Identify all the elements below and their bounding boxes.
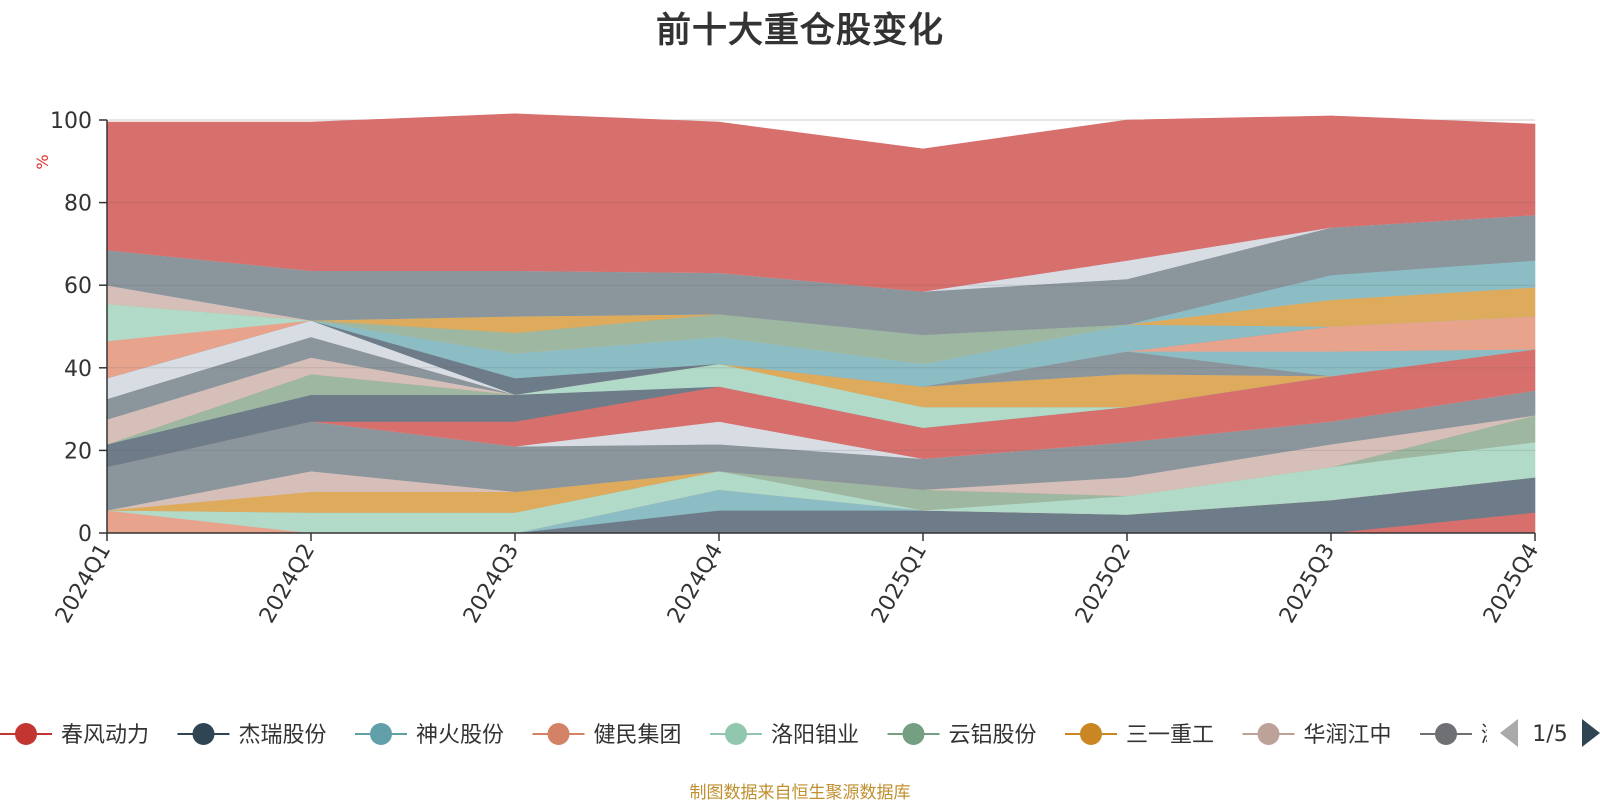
legend-marker-icon bbox=[1257, 723, 1280, 745]
legend-item[interactable]: 三一重工 bbox=[1065, 723, 1214, 748]
legend-label: 三一重工 bbox=[1126, 723, 1214, 748]
legend-marker-icon bbox=[1435, 723, 1457, 745]
legend-marker-icon bbox=[15, 723, 37, 745]
y-tick-label: 0 bbox=[78, 522, 92, 547]
legend-item[interactable]: 洛阳钼业 bbox=[710, 723, 859, 748]
legend-item[interactable]: 健民集团 bbox=[532, 723, 682, 748]
x-tick-label: 2025Q1 bbox=[867, 540, 932, 628]
legend-pager: 1/5 bbox=[1500, 719, 1600, 747]
y-tick-label: 80 bbox=[64, 192, 92, 217]
x-tick-label: 2024Q2 bbox=[255, 540, 320, 628]
y-tick-label: 40 bbox=[64, 357, 92, 382]
legend-marker-icon bbox=[902, 723, 925, 745]
legend-item[interactable]: 神火股份 bbox=[355, 723, 504, 748]
y-tick-label: 100 bbox=[50, 109, 92, 134]
x-tick-label: 2024Q1 bbox=[51, 540, 116, 628]
y-axis-label: % bbox=[33, 154, 52, 169]
legend-label: 杰瑞股份 bbox=[239, 723, 327, 748]
legend-marker-icon bbox=[547, 723, 570, 745]
x-tick-label: 2024Q4 bbox=[663, 540, 728, 628]
legend-marker-icon bbox=[370, 723, 392, 745]
legend-item[interactable]: 杰瑞股份 bbox=[177, 723, 327, 748]
legend-item[interactable]: 云铝股份 bbox=[887, 723, 1037, 748]
legend-page-indicator: 1/5 bbox=[1532, 722, 1567, 747]
legend-marker-icon bbox=[1080, 723, 1102, 745]
legend-marker-icon bbox=[192, 723, 215, 745]
y-tick-label: 60 bbox=[64, 274, 92, 299]
legend-label: 春风动力 bbox=[61, 723, 149, 748]
legend-label: 洛阳钼业 bbox=[771, 723, 859, 748]
x-tick-label: 2025Q3 bbox=[1275, 540, 1340, 628]
data-source-note: 制图数据来自恒生聚源数据库 bbox=[689, 783, 911, 803]
legend-item[interactable]: 春风动力 bbox=[0, 723, 149, 748]
series-area-31 bbox=[106, 113, 1536, 292]
legend-marker-icon bbox=[725, 723, 747, 745]
legend-prev-icon[interactable] bbox=[1500, 719, 1518, 747]
x-tick-label: 2025Q2 bbox=[1071, 540, 1136, 628]
x-tick-label: 2025Q4 bbox=[1479, 540, 1544, 628]
legend: 春风动力 杰瑞股份 神火股份 健民集团 洛阳钼业 云铝股份 三一重工 华润江中 潍 bbox=[0, 723, 1503, 748]
legend-item[interactable]: 潍 bbox=[1420, 723, 1503, 748]
legend-label: 健民集团 bbox=[594, 723, 682, 748]
x-tick-label: 2024Q3 bbox=[459, 540, 524, 628]
legend-item[interactable]: 华润江中 bbox=[1242, 723, 1392, 748]
legend-next-icon[interactable] bbox=[1582, 719, 1600, 747]
y-tick-label: 20 bbox=[64, 439, 92, 464]
series-areas bbox=[106, 113, 1536, 534]
legend-label: 神火股份 bbox=[416, 723, 504, 748]
legend-label: 华润江中 bbox=[1304, 723, 1392, 748]
chart-title: 前十大重仓股变化 bbox=[655, 11, 944, 51]
legend-label: 云铝股份 bbox=[949, 723, 1037, 748]
legend-label: 潍 bbox=[1481, 723, 1503, 748]
